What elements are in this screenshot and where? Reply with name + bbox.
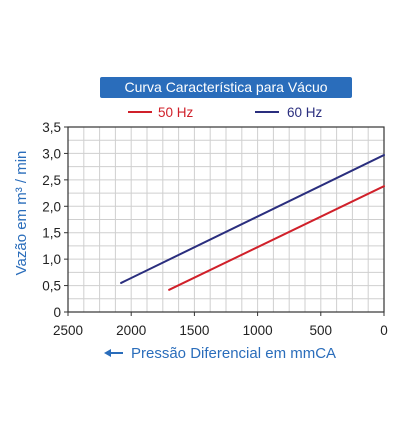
y-tick-label: 1,0 (42, 252, 61, 267)
y-tick-labels: 0 0,5 1,0 1,5 2,0 2,5 3,0 3,5 (42, 120, 68, 320)
x-tick-label: 2000 (116, 323, 146, 338)
y-tick-label: 1,5 (42, 226, 61, 241)
y-tick-label: 3,0 (42, 146, 61, 161)
chart-title: Curva Característica para Vácuo (124, 79, 327, 95)
plot-frame (67, 126, 385, 313)
series-line-50-hz (168, 185, 385, 291)
legend: 50 Hz 60 Hz (128, 105, 323, 120)
y-tick-label: 2,0 (42, 199, 61, 214)
x-axis-label: Pressão Diferencial em mmCA (131, 345, 336, 362)
y-tick-label: 3,5 (42, 120, 61, 135)
series-line-60-hz (120, 154, 385, 284)
x-tick-label: 0 (380, 323, 388, 338)
y-tick-label: 0,5 (42, 279, 61, 294)
plot-border (67, 126, 385, 313)
legend-label: 50 Hz (158, 105, 194, 120)
x-tick-label: 1000 (243, 323, 273, 338)
y-tick-label: 2,5 (42, 173, 61, 188)
y-tick-label: 0 (53, 305, 61, 320)
x-tick-label: 2500 (53, 323, 83, 338)
x-tick-label: 500 (310, 323, 333, 338)
title-box (100, 77, 352, 98)
series-lines (120, 154, 385, 291)
grid (68, 127, 384, 312)
legend-label: 60 Hz (287, 105, 323, 120)
y-axis-label: Vazão em m³ / min (13, 151, 30, 276)
left-arrow-icon (104, 349, 123, 357)
x-tick-label: 1500 (179, 323, 209, 338)
x-tick-labels: 2500 2000 1500 1000 500 0 (53, 312, 388, 338)
